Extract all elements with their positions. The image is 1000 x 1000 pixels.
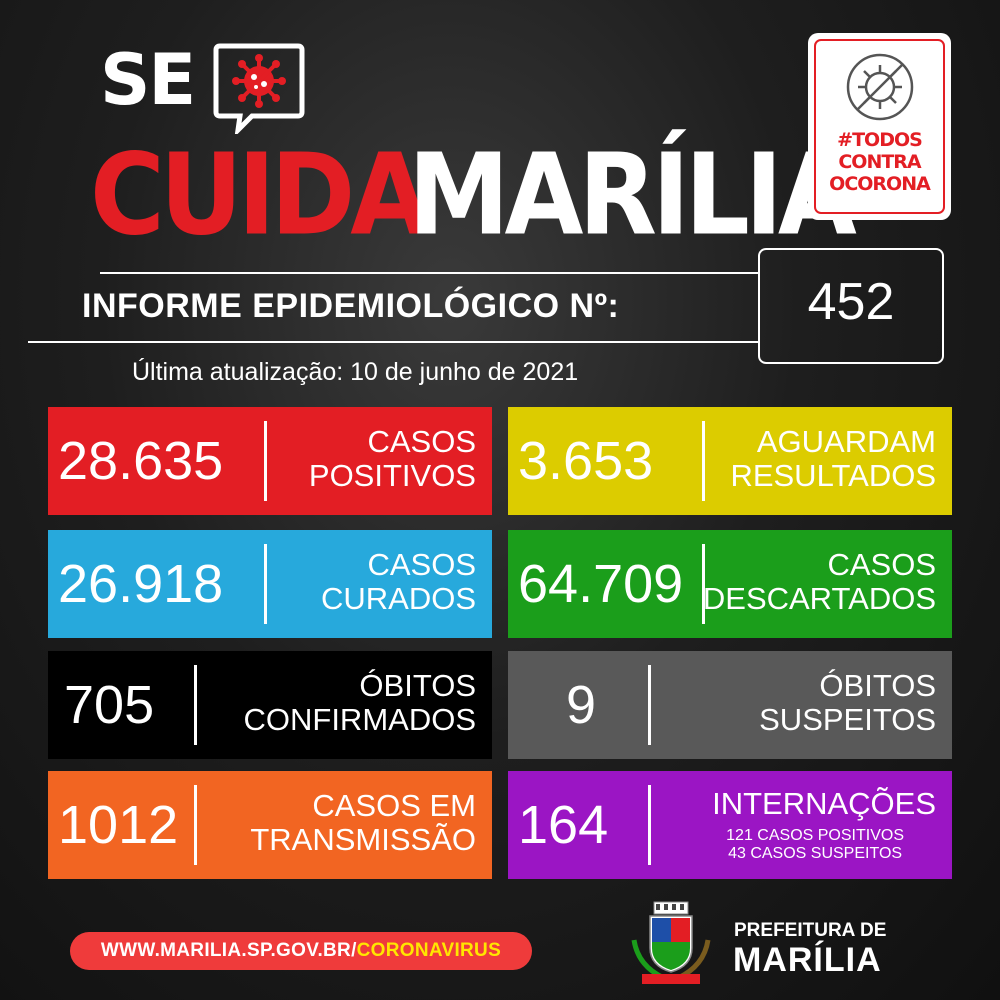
card-divider <box>648 785 651 865</box>
website-link-pill[interactable] <box>70 932 532 970</box>
card-obitos-suspeitos: 9 ÓBITOS SUSPEITOS <box>508 651 952 759</box>
logo-marilia-text: MARÍLIA <box>408 130 857 261</box>
card-divider <box>194 665 197 745</box>
card-label: CASOS POSITIVOS <box>308 424 476 493</box>
card-aguardam-resultados: 3.653 AGUARDAM RESULTADOS <box>508 407 952 515</box>
logo-se-text: SE <box>100 39 196 121</box>
municipal-crest-icon <box>631 901 711 984</box>
logo-cuida-text: CUIDA <box>90 130 429 261</box>
card-label: CASOS DESCARTADOS <box>702 547 936 616</box>
informe-number-box <box>758 248 944 364</box>
prefeitura-line2: MARÍLIA <box>733 941 882 979</box>
website-link[interactable]: WWW.MARILIA.SP.GOV.BR/CORONAVIRUS <box>70 932 532 970</box>
card-obitos-confirmados: 705 ÓBITOS CONFIRMADOS <box>48 651 492 759</box>
card-value: 64.709 <box>518 554 684 614</box>
card-value: 705 <box>64 675 155 735</box>
last-update-text: Última atualização: 10 de junho de 2021 <box>132 358 579 386</box>
card-label: AGUARDAM RESULTADOS <box>730 424 936 493</box>
card-value: 1012 <box>58 795 179 855</box>
card-label: ÓBITOS SUSPEITOS <box>759 668 936 737</box>
card-label: INTERNAÇÕES <box>712 786 936 821</box>
website-link-highlight: CORONAVIRUS <box>356 940 502 961</box>
card-internacoes: 164 INTERNAÇÕES 121 CASOS POSITIVOS 43 C… <box>508 771 952 879</box>
badge-text: #TODOS CONTRA OCORONA <box>829 129 931 195</box>
card-casos-descartados: 64.709 CASOS DESCARTADOS <box>508 530 952 638</box>
card-divider <box>264 544 267 624</box>
card-label: CASOS EM TRANSMISSÃO <box>250 788 476 857</box>
informe-bottom-rule <box>28 341 758 343</box>
card-value: 164 <box>518 795 609 855</box>
card-value: 9 <box>566 675 597 735</box>
informe-number: 452 <box>807 273 895 331</box>
informe-top-rule <box>100 272 758 274</box>
card-divider <box>702 421 705 501</box>
informe-label: INFORME EPIDEMIOLÓGICO Nº: <box>82 287 620 325</box>
card-divider <box>648 665 651 745</box>
prefeitura-line1: PREFEITURA DE <box>734 920 887 941</box>
card-label: CASOS CURADOS <box>320 547 476 616</box>
todos-contra-corona-badge: #TODOS CONTRA OCORONA <box>808 33 951 220</box>
virus-speech-bubble-icon <box>213 43 305 134</box>
crossed-virus-icon <box>846 53 914 121</box>
card-casos-em-transmissao: 1012 CASOS EM TRANSMISSÃO <box>48 771 492 879</box>
card-divider <box>702 544 705 624</box>
card-divider <box>264 421 267 501</box>
card-casos-positivos: 28.635 CASOS POSITIVOS <box>48 407 492 515</box>
card-label: ÓBITOS CONFIRMADOS <box>243 668 477 737</box>
card-value: 26.918 <box>58 554 224 614</box>
card-divider <box>194 785 197 865</box>
card-casos-curados: 26.918 CASOS CURADOS <box>48 530 492 638</box>
website-link-main: WWW.MARILIA.SP.GOV.BR/ <box>100 940 357 961</box>
card-value: 28.635 <box>58 431 224 491</box>
card-sublabel: 121 CASOS POSITIVOS 43 CASOS SUSPEITOS <box>726 827 904 862</box>
card-value: 3.653 <box>518 431 654 491</box>
